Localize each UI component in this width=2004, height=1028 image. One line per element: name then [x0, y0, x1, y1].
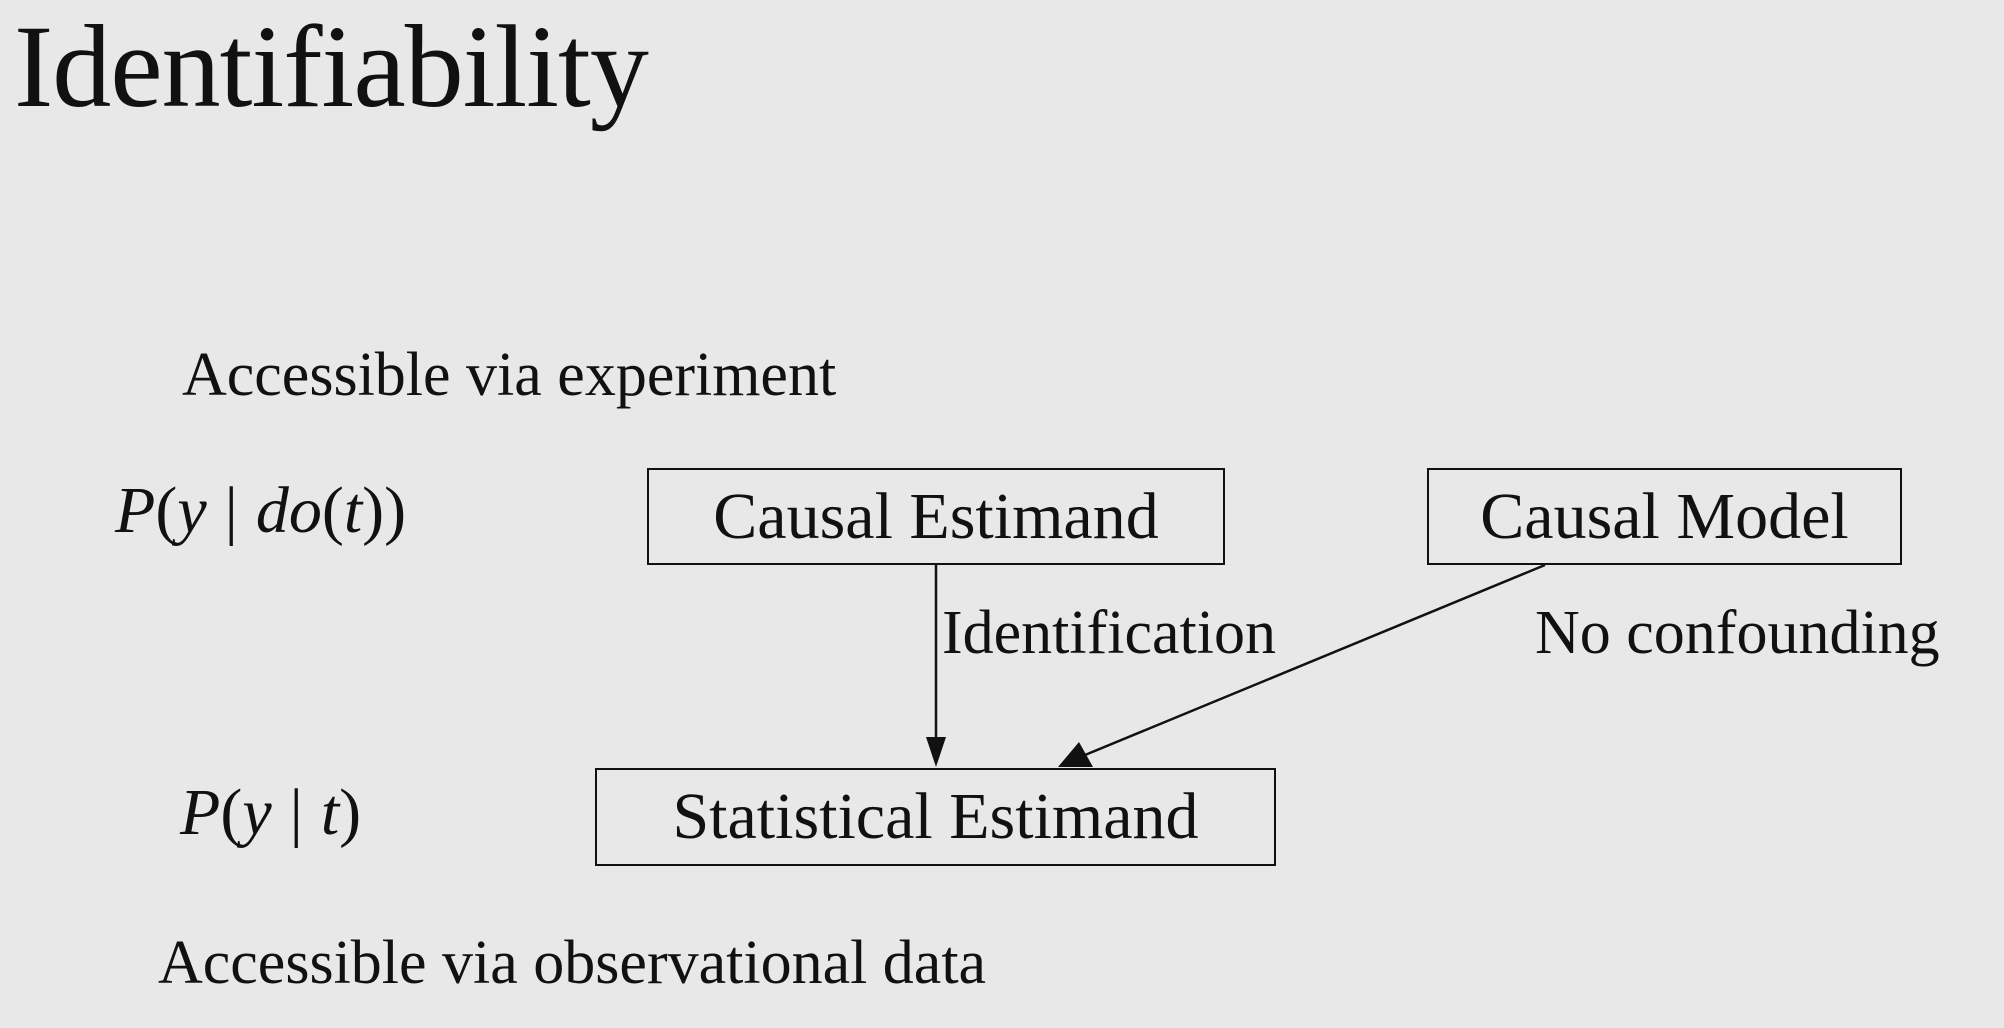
expr-t: t — [320, 776, 340, 849]
expr-open-paren: ( — [220, 776, 243, 849]
expr-y: y — [242, 776, 272, 849]
statistical-estimand-node: Statistical Estimand — [595, 768, 1276, 866]
no-confounding-arrowhead — [1058, 742, 1093, 767]
expr-open-paren: ( — [155, 474, 178, 547]
expr-p: P — [180, 776, 221, 849]
expr-open-paren-2: ( — [321, 474, 344, 547]
expr-t: t — [343, 474, 363, 547]
slide-title: Identifiability — [14, 1, 649, 132]
causal-model-node: Causal Model — [1427, 468, 1902, 565]
expr-bar: | — [289, 776, 303, 849]
expr-bar: | — [224, 474, 238, 547]
top-caption: Accessible via experiment — [182, 341, 837, 409]
bottom-caption: Accessible via observational data — [158, 929, 987, 997]
expr-do: do — [255, 474, 322, 547]
no-confounding-label: No confounding — [1535, 599, 1940, 667]
causal-estimand-node: Causal Estimand — [647, 468, 1225, 565]
expr-close-paren: ) — [339, 776, 362, 849]
identification-arrowhead — [926, 737, 946, 767]
causal-model-label: Causal Model — [1480, 479, 1849, 553]
observational-expression: P(y | t) — [180, 780, 361, 846]
no-confounding-edge — [1084, 563, 1546, 757]
expr-close-paren: )) — [362, 474, 407, 547]
causal-estimand-label: Causal Estimand — [713, 479, 1159, 553]
statistical-estimand-label: Statistical Estimand — [672, 780, 1199, 853]
identification-label: Identification — [942, 599, 1276, 667]
expr-y: y — [177, 474, 207, 547]
expr-p: P — [115, 474, 156, 547]
interventional-expression: P(y | do(t)) — [115, 478, 406, 544]
